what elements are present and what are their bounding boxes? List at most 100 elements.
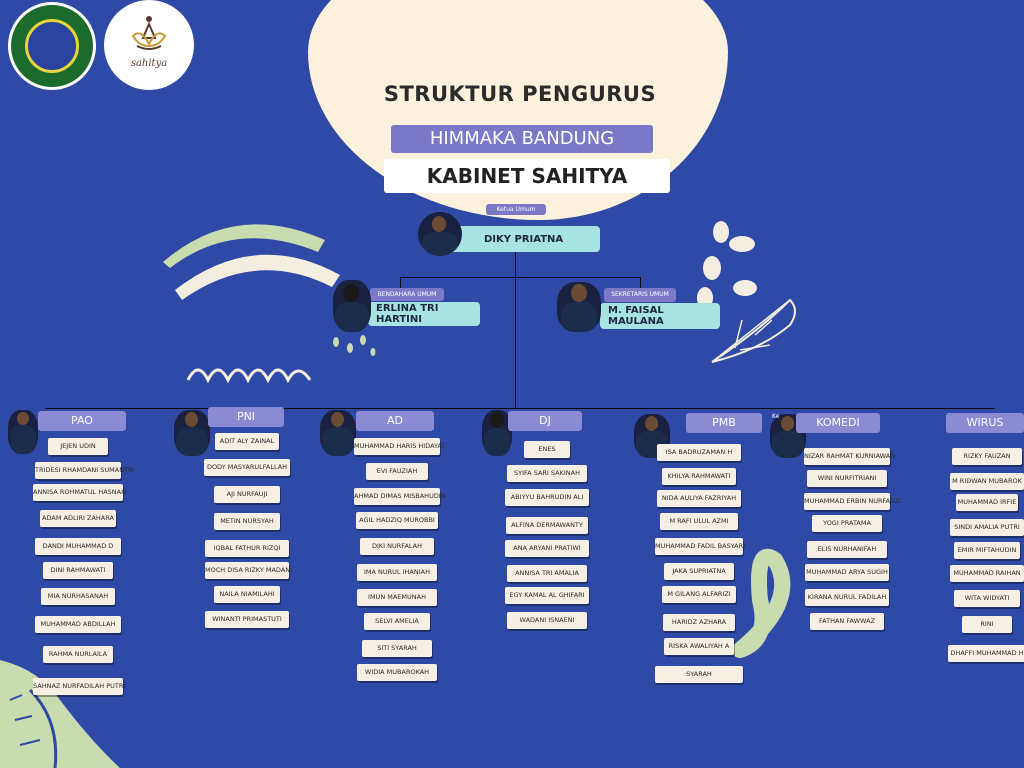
member-ad-6: IMA NURUL IHANIAH [357, 564, 437, 581]
member-komedi-8: FATHAN FAWWAZ [810, 613, 884, 630]
sekretaris-avatar [557, 282, 601, 332]
member-komedi-4: YOGI PRATAMA [812, 515, 882, 532]
ketua-avatar [418, 212, 462, 256]
member-dj-5: ANA ARYANI PRATIWI [505, 540, 589, 557]
member-dj-3: ABIYYU BAHRUDIN ALI [505, 489, 589, 506]
division-tag-pni: PNI [208, 407, 284, 427]
member-ad-10: WIDIA MUBAROKAH [357, 664, 437, 681]
division-tag-dj: DJ [508, 411, 582, 431]
member-wirus-9: DHAFFI MUHAMMAD H [948, 645, 1024, 662]
member-komedi-6: MUHAMMAD ARYA SUGIH [805, 564, 889, 581]
member-wirus-3: MUHAMMAD IRFIE [956, 494, 1018, 511]
pao-head-avatar [8, 410, 38, 454]
member-dj-6: ANNISA TRI AMALIA [507, 565, 587, 582]
member-komedi-5: ELIS NURHANIFAH [807, 541, 887, 558]
university-logo [8, 2, 96, 90]
stray-label: Ke [772, 413, 780, 420]
member-wirus-1: RIZKY FAUZAN [952, 448, 1022, 465]
dj-head-avatar [482, 410, 512, 456]
officer-branch-line [400, 277, 640, 278]
ketua-role: Ketua Umum [486, 204, 546, 215]
sekretaris-name: M. FAISAL MAULANA [600, 303, 720, 329]
trunk-line [515, 252, 516, 408]
member-pmb-10: SYARAH [655, 666, 743, 683]
member-wirus-6: MUHAMMAD RAIHAN [950, 565, 1024, 582]
pni-head-avatar [174, 410, 210, 456]
member-pao-7: MIA NURHASANAH [41, 588, 115, 605]
member-wirus-8: RINI [962, 616, 1012, 633]
member-pmb-7: M GILANG ALFARIZI [662, 586, 736, 603]
arc-cream [175, 254, 340, 300]
arc-sage [163, 224, 325, 268]
emblem-icon [25, 19, 79, 73]
bendahara-avatar [333, 280, 371, 332]
member-komedi-1: NIZAR RAHMAT KURNIAWAN [804, 448, 895, 465]
ketua-name: DIKY PRIATNA [448, 226, 600, 252]
member-pao-2: TRIDESI RHAMDANI SUMANTRI [35, 462, 134, 479]
squiggle [186, 368, 312, 384]
member-pmb-9: RISKA AWALIYAH A [664, 638, 734, 655]
member-ad-1: MUHAMMAD HARIS HIDAYAT [354, 438, 445, 455]
member-wirus-7: WITA WIDYATI [954, 590, 1020, 607]
cabinet-name: KABINET SAHITYA [384, 159, 670, 193]
komedi-head-avatar [770, 414, 806, 458]
division-tag-komedi: KOMEDI [796, 413, 880, 433]
member-wirus-4: SINDI AMALIA PUTRI [950, 519, 1024, 536]
lotus-icon [131, 16, 167, 50]
member-pao-4: ADAM ADLIRI ZAHARA [40, 510, 116, 527]
member-komedi-2: WINI NURFITRIANI [807, 470, 887, 487]
member-pao-9: RAHMA NURLAILA [43, 646, 113, 663]
bendahara-role: BENDAHARA UMUM [370, 288, 444, 301]
member-pni-5: IQBAL FATHUR RIZQI [205, 540, 289, 557]
member-komedi-7: KIRANA NURUL FADILAH [805, 589, 889, 606]
member-pao-6: DINI RAHMAWATI [43, 562, 113, 579]
org-name: HIMMAKA BANDUNG [391, 125, 653, 153]
member-ad-8: SELVI AMELIA [364, 613, 430, 630]
member-ad-7: IMUN MAEMUNAH [357, 589, 437, 606]
division-tag-wirus: WIRUS [946, 413, 1024, 433]
member-pao-10: SAHNAZ NURFADILAH PUTRI [33, 678, 125, 695]
swirl-sage [732, 548, 791, 658]
member-dj-8: WADANI ISNAENI [507, 612, 587, 629]
member-dj-7: EGY KAMAL AL GHIFARI [505, 587, 589, 604]
member-pni-7: NAILA NIAMILAHI [214, 586, 280, 603]
member-dj-4: ALFINA DERMAWANTY [506, 517, 588, 534]
member-pmb-1: ISA BADRUZAMAN H [657, 444, 741, 461]
member-dj-1: ENES [524, 441, 570, 458]
member-pmb-4: M RAFI ULUL AZMI [660, 513, 738, 530]
member-pmb-2: KHILYA RAHMAWATI [662, 468, 736, 485]
division-tag-ad: AD [356, 411, 434, 431]
page-title: STRUKTUR PENGURUS [383, 82, 657, 106]
member-pni-3: AJI NURFAUJI [214, 486, 280, 503]
ad-head-avatar [320, 410, 356, 456]
bendahara-name: ERLINA TRI HARTINI [368, 302, 480, 326]
member-pmb-6: JAKA SUPRIATNA [664, 563, 734, 580]
member-pao-3: ANNISA ROHMATUL HASNAH [33, 484, 126, 501]
member-pni-4: METIN NURSYAH [214, 513, 280, 530]
member-pmb-5: MUHAMMAD FADIL BASYARI [655, 538, 745, 555]
member-pao-8: MUHAMMAD ABDILLAH [35, 616, 121, 633]
member-pmb-8: HARIDZ AZHARA [663, 614, 735, 631]
member-pao-5: DANDI MUHAMMAD D [35, 538, 121, 555]
division-branch-line [45, 408, 995, 409]
blob-sage [0, 660, 120, 768]
division-tag-pao: PAO [38, 411, 126, 431]
member-pao-1: JEJEN UDIN [48, 438, 108, 455]
member-ad-9: SITI SYARAH [362, 640, 432, 657]
member-pni-8: WINANTI PRIMASTUTI [205, 611, 289, 628]
member-wirus-2: M RIDWAN MUBAROK [950, 473, 1024, 490]
member-pmb-3: NIDA AULIYA FAZRIYAH [657, 490, 741, 507]
sahitya-logo: sahitya [104, 0, 194, 90]
member-komedi-3: MUHAMMAD ERBIN NURFAUZI [804, 493, 901, 510]
member-pni-1: ADIT ALY ZAINAL [215, 433, 279, 450]
division-tag-pmb: PMB [686, 413, 762, 433]
sekretaris-role: SEKRETARIS UMUM [604, 288, 676, 302]
member-pni-6: MOCH DISA RIZKY MADANI [205, 562, 292, 579]
member-pni-2: DODY MASYARULFALLAH [204, 459, 290, 476]
member-ad-4: AGIL HADZIQ MUROBBI [356, 512, 438, 529]
member-dj-2: SYIFA SARI SAKINAH [507, 465, 587, 482]
member-ad-3: AHMAD DIMAS MISBAHUDIN [354, 488, 446, 505]
member-wirus-5: EMIR MIFTAHUDIN [954, 542, 1020, 559]
member-ad-5: DIKI NURFALAH [360, 538, 434, 555]
